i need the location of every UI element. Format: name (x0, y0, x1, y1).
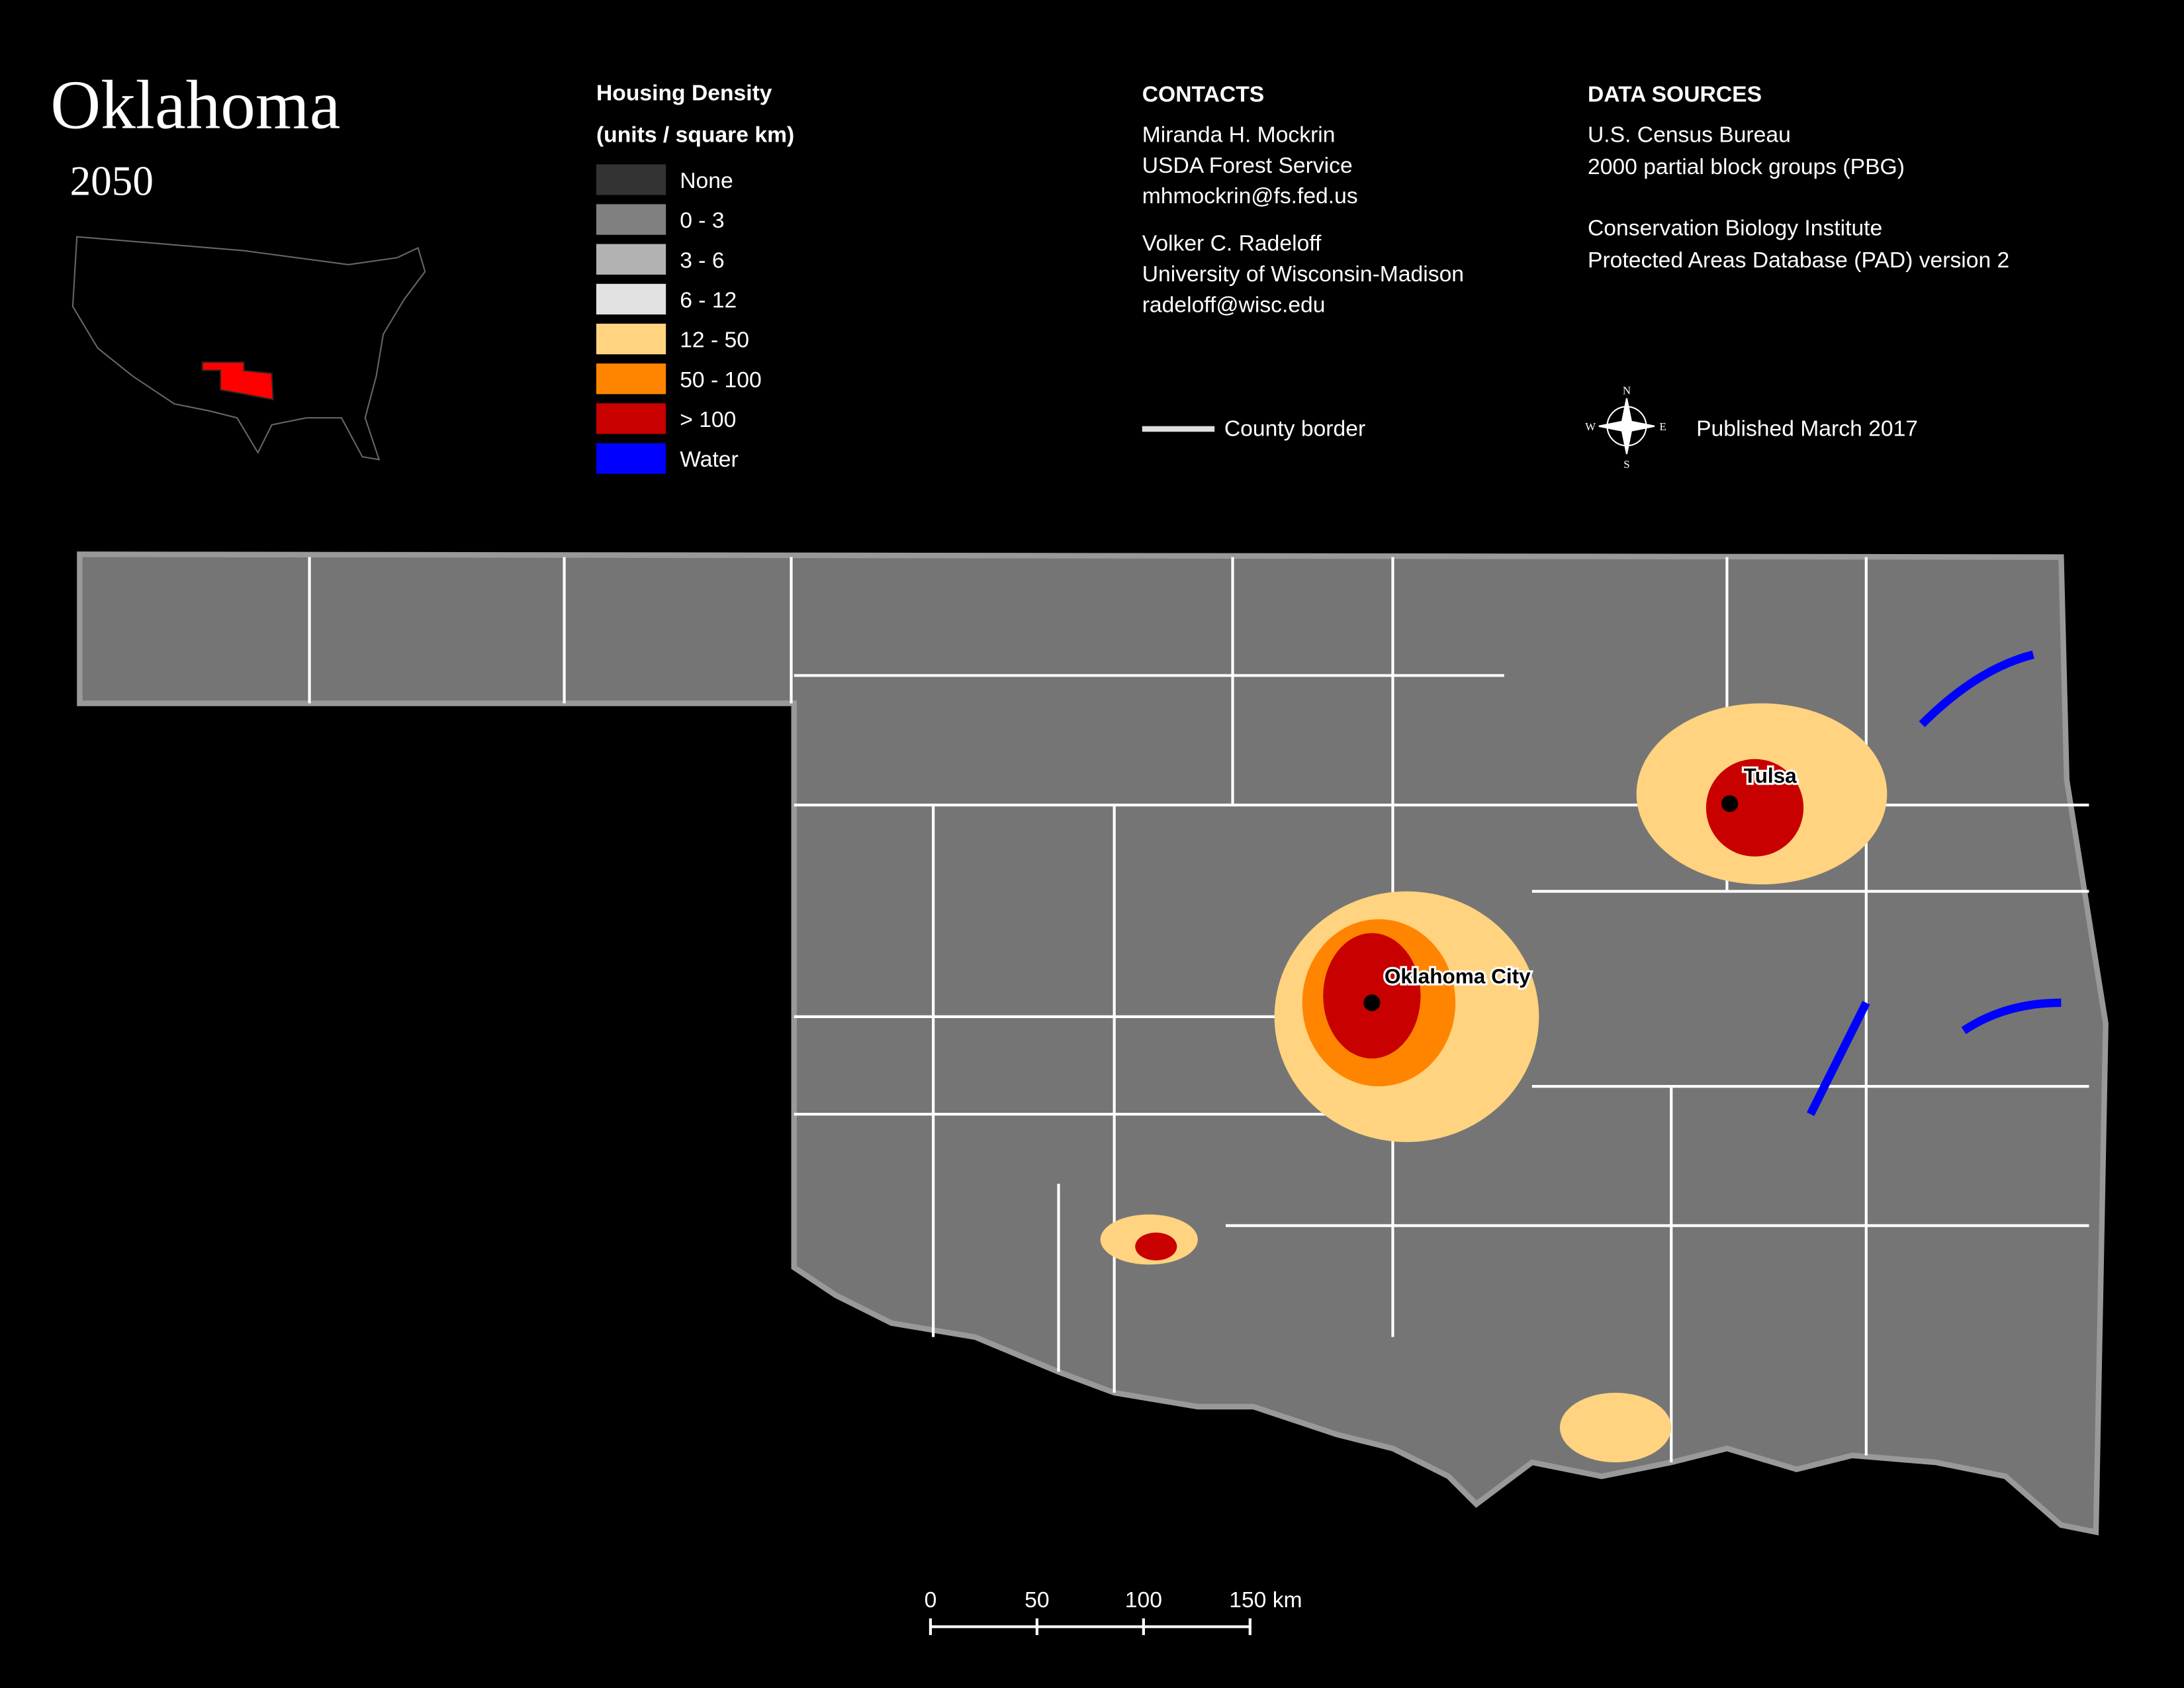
published: Published March 2017 (1696, 417, 1918, 442)
source-line: Conservation Biology Institute (1588, 216, 1882, 241)
okc-marker (1363, 994, 1381, 1011)
compass-w: W (1585, 420, 1596, 433)
urban-areas (1100, 650, 2062, 1463)
legend-swatch (596, 323, 666, 355)
contact-line: Volker C. Radeloff (1142, 232, 1322, 256)
subtitle: 2050 (70, 158, 154, 205)
legend-swatch (596, 363, 666, 395)
scale-bar: 0 50 100 150 km (925, 1588, 1302, 1636)
legend-swatch (596, 204, 666, 235)
legend-label: 3 - 6 (680, 248, 724, 273)
scale-label: 0 (925, 1588, 937, 1613)
data-sources: U.S. Census Bureau 2000 partial block gro… (1588, 123, 2009, 273)
county-border-label: County border (1224, 417, 1365, 442)
legend-title: Housing Density (596, 81, 772, 105)
legend-label: 0 - 3 (680, 209, 724, 233)
contact-line: USDA Forest Service (1142, 154, 1353, 178)
state-map: Tulsa Oklahoma City (77, 551, 2109, 1536)
contacts-heading: CONTACTS (1142, 83, 1264, 107)
legend-swatch (596, 164, 666, 195)
tulsa-marker (1721, 795, 1739, 812)
compass-e: E (1659, 420, 1666, 433)
city-label: Oklahoma City (1385, 964, 1531, 988)
scale-label: 50 (1024, 1588, 1049, 1613)
source-line: Protected Areas Database (PAD) version 2 (1588, 248, 2009, 273)
legend-label: 12 - 50 (680, 328, 749, 353)
compass-s: S (1623, 458, 1629, 471)
contacts: Miranda H. Mockrin USDA Forest Service mhm… (1142, 123, 1464, 318)
contact-line: mhmockrin@fs.fed.us (1142, 184, 1358, 209)
legend-swatch (596, 403, 666, 434)
legend-swatch (596, 244, 666, 275)
scale-label: 100 (1125, 1588, 1162, 1613)
contact-line: Miranda H. Mockrin (1142, 123, 1336, 148)
scale-label: 150 km (1229, 1588, 1302, 1613)
contact-line: University of Wisconsin-Madison (1142, 262, 1464, 287)
legend-swatch (596, 443, 666, 474)
legend-label: 50 - 100 (680, 368, 762, 393)
source-line: 2000 partial block groups (PBG) (1588, 155, 1905, 179)
us-inset (71, 236, 426, 461)
legend-swatch (596, 283, 666, 315)
legend-label: None (680, 169, 733, 193)
title: Oklahoma (50, 66, 340, 144)
legend-label: > 100 (680, 408, 736, 432)
city-label: Tulsa (1744, 763, 1797, 787)
legend: None 0 - 3 3 - 6 6 - 12 12 - 50 50 - 100 > 100… (596, 164, 762, 474)
compass-n: N (1623, 384, 1631, 397)
compass (1598, 398, 1655, 455)
source-line: U.S. Census Bureau (1588, 123, 1791, 148)
legend-label: 6 - 12 (680, 289, 737, 313)
legend-label: Water (680, 447, 739, 472)
contact-line: radeloff@wisc.edu (1142, 293, 1326, 317)
sources-heading: DATA SOURCES (1588, 83, 1762, 107)
legend-subtitle: (units / square km) (596, 123, 794, 148)
